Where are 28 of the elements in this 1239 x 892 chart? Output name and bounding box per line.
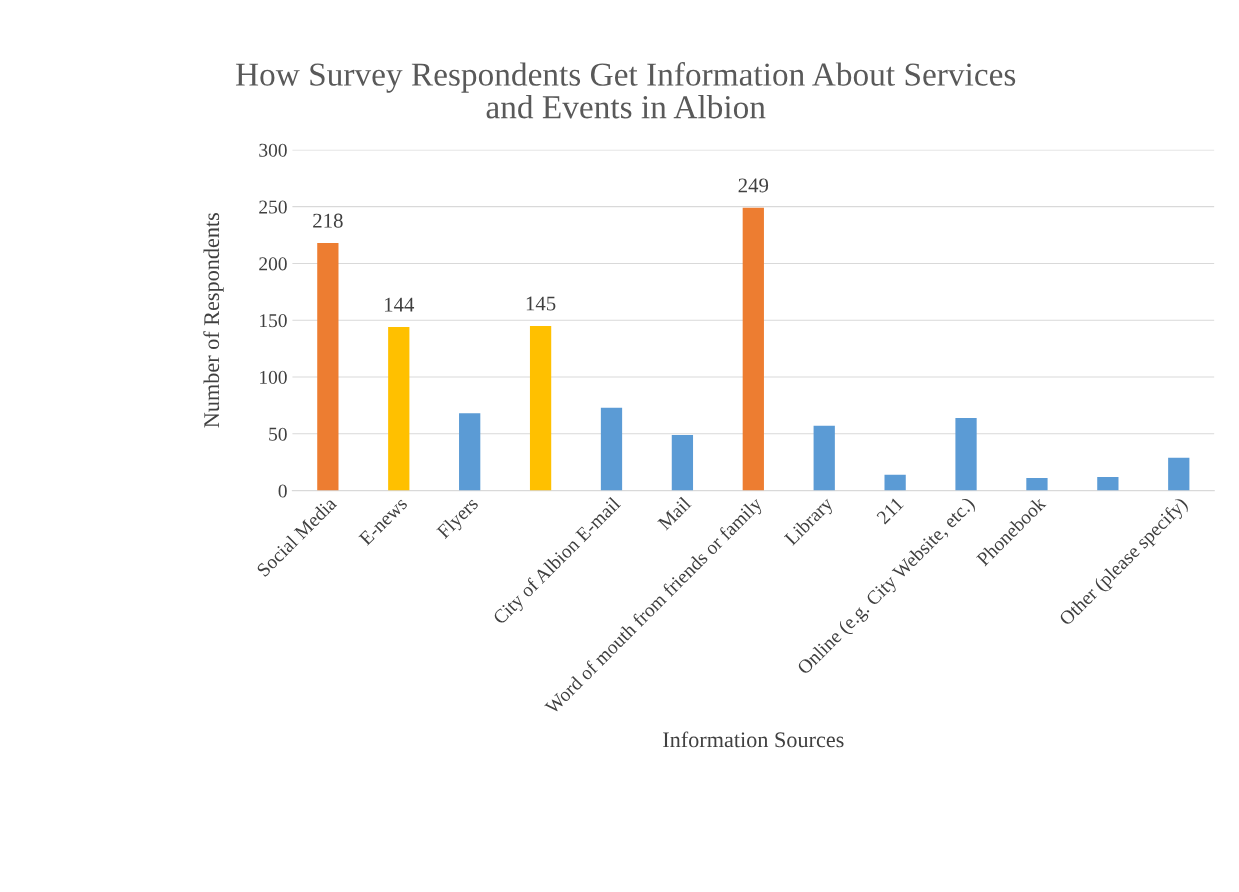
bar bbox=[1026, 478, 1048, 491]
data-label: 218 bbox=[313, 213, 343, 228]
y-tick-label: 0 bbox=[278, 484, 287, 498]
y-tick-label: 300 bbox=[259, 143, 287, 157]
bar bbox=[529, 325, 552, 491]
bar bbox=[813, 425, 835, 491]
y-axis-title: Number of Respondents bbox=[203, 213, 224, 428]
bar bbox=[459, 413, 481, 491]
bar bbox=[388, 327, 410, 491]
y-tick-label: 50 bbox=[269, 427, 287, 441]
y-tick-label: 250 bbox=[259, 200, 287, 214]
chart-title: How Survey Respondents Get Information About Services and Events in Albion bbox=[235, 62, 1016, 119]
bar bbox=[600, 407, 623, 491]
data-label: 249 bbox=[738, 178, 769, 193]
bar bbox=[742, 207, 764, 491]
x-tick-label: 211 bbox=[876, 496, 904, 525]
y-tick-label: 150 bbox=[260, 314, 287, 328]
data-label: 144 bbox=[384, 297, 415, 312]
bar bbox=[1097, 476, 1119, 491]
bar bbox=[955, 417, 977, 491]
x-axis-title: Information Sources bbox=[663, 731, 844, 748]
y-tick-label: 200 bbox=[259, 257, 287, 271]
bar bbox=[1168, 457, 1190, 491]
data-label: 145 bbox=[526, 296, 556, 311]
bar bbox=[884, 474, 906, 491]
bar bbox=[671, 434, 694, 491]
y-tick-label: 100 bbox=[260, 370, 287, 384]
bar bbox=[317, 242, 339, 491]
